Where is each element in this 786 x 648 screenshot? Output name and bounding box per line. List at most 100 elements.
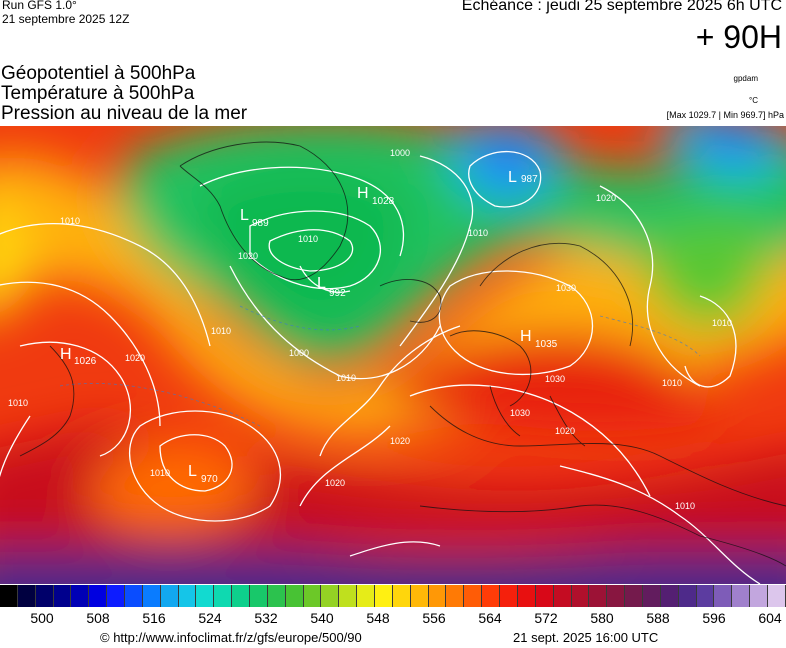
color-swatch [410,585,429,607]
isobar-label: 1030 [510,408,530,418]
color-swatch [625,585,643,607]
color-swatch [339,585,358,607]
isobar-label: 1010 [298,234,318,244]
color-swatch [589,585,608,607]
color-swatch [714,585,733,607]
isobar-label: 1010 [8,398,28,408]
isobar-label: 1010 [675,501,695,511]
pressure-center-low: L [508,169,517,186]
color-swatch [553,585,572,607]
isobar-label: 1020 [390,436,410,446]
color-swatch [178,585,197,607]
color-swatch [535,585,554,607]
isobar-label: 1010 [662,378,682,388]
color-swatch [35,585,54,607]
source-url: © http://www.infoclimat.fr/z/gfs/europe/… [100,630,362,645]
pressure-center-value: 992 [329,288,346,299]
isobar-label: 1030 [545,374,565,384]
isobar-label: 1010 [468,228,488,238]
title-temperature: Température à 500hPa [1,83,195,104]
color-swatch [607,585,626,607]
pressure-center-value: 987 [521,174,538,185]
color-swatch [517,585,536,607]
color-scale-label: 604 [758,610,782,626]
color-swatch [750,585,768,607]
isobar-label: 1010 [712,318,732,328]
color-swatch [696,585,715,607]
color-swatch [357,585,376,607]
color-swatch [392,585,411,607]
pressure-center-low: L [188,463,197,480]
color-swatch [767,585,786,607]
generated-date: 21 sept. 2025 16:00 UTC [513,630,659,645]
color-swatch [89,585,108,607]
color-swatch [214,585,233,607]
pressure-center-high: H [357,185,369,202]
color-scale-labels: 500 508 516 524 532 540 548 556 564 572 580 588 596 6… [0,610,786,628]
pressure-center-high: H [520,328,532,345]
forecast-valid-time: Echéance : jeudi 25 septembre 2025 6h UT… [461,0,782,14]
unit-geopotential: gpdam [733,74,758,83]
color-swatch [0,585,18,607]
color-swatch [303,585,322,607]
pressure-center-low: L [240,207,249,224]
pressure-center-low: L [317,275,326,292]
color-scale-label: 596 [702,610,726,626]
title-geopotential: Géopotentiel à 500hPa [1,63,196,84]
color-swatch [571,585,590,607]
color-scale-label: 540 [310,610,334,626]
color-swatch [500,585,518,607]
color-swatch [125,585,143,607]
color-swatch [250,585,268,607]
color-swatch [232,585,251,607]
color-scale-label: 500 [30,610,54,626]
color-swatch [53,585,72,607]
color-scale-label: 580 [590,610,614,626]
color-scale-label: 548 [366,610,390,626]
isobar-label: 1020 [555,426,575,436]
color-swatch [17,585,36,607]
color-swatch [196,585,215,607]
color-swatch [321,585,340,607]
pressure-center-value: 989 [252,218,269,229]
isobar-label: 1010 [150,468,170,478]
run-label: Run GFS 1.0° [2,0,77,12]
color-scale-label: 556 [422,610,446,626]
color-scale [0,585,786,607]
color-scale-label: 524 [198,610,222,626]
color-swatch [660,585,679,607]
color-swatch [678,585,697,607]
forecast-hour: + 90H [695,19,782,55]
pressure-center-value: 970 [201,474,218,485]
color-swatch [71,585,90,607]
pressure-center-value: 1026 [74,356,97,367]
pressure-center-high: H [60,346,72,363]
isobar-label: 1030 [556,283,576,293]
color-swatch [107,585,126,607]
color-swatch [446,585,465,607]
color-swatch [732,585,751,607]
color-swatch [482,585,501,607]
color-swatch [160,585,179,607]
color-scale-label: 508 [86,610,110,626]
isobar-label: 1010 [211,326,231,336]
pressure-range: [Max 1029.7 | Min 969.7] hPa [666,110,784,120]
color-swatch [642,585,661,607]
color-swatch [142,585,161,607]
isobar-label: 1000 [390,148,410,158]
isobar-label: 1010 [336,373,356,383]
color-scale-label: 516 [142,610,166,626]
color-swatch [464,585,483,607]
isobar-label: 1020 [325,478,345,488]
isobar-label: 1020 [125,353,145,363]
isobar-label: 1020 [238,251,258,261]
color-scale-label: 564 [478,610,502,626]
run-date: 21 septembre 2025 12Z [2,12,130,26]
weather-map: L 989 H 1028 L 987 L 992 H 1026 H 1035 L… [0,126,786,584]
isobar-label: 1010 [60,216,80,226]
color-scale-label: 532 [254,610,278,626]
color-scale-label: 588 [646,610,670,626]
color-swatch [285,585,304,607]
isobar-label: 1020 [596,193,616,203]
unit-temperature: °C [749,96,758,105]
